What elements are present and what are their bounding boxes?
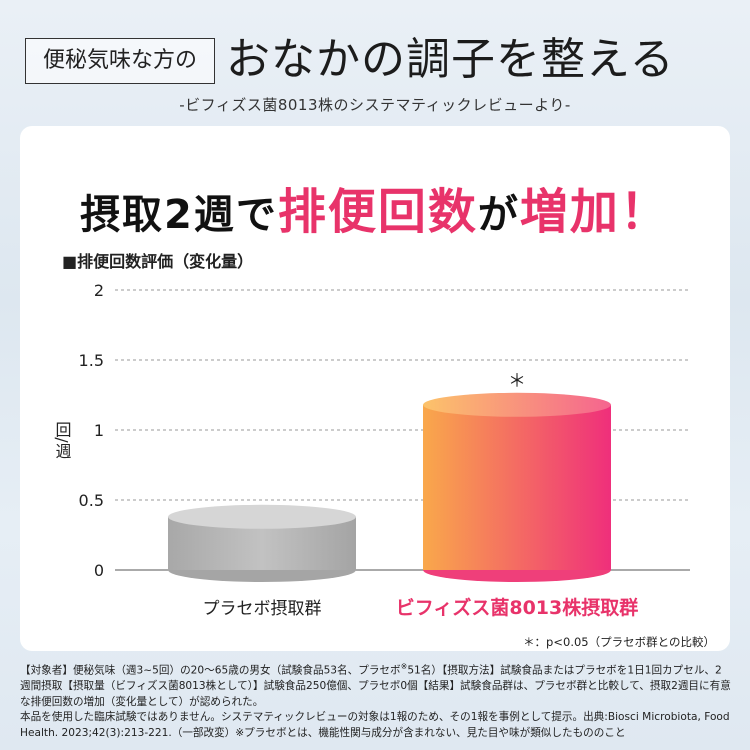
- title-part-2: 排便回数: [277, 184, 478, 240]
- y-tick-label: 1.5: [79, 351, 104, 370]
- bar-placebo: [168, 504, 356, 582]
- footnote-line-1b: 51名）【摂取方法】試験食品またはプラセボを1日1回カプセル、2週間摂取【摂取量…: [20, 664, 731, 708]
- footnote-line-1: 【対象者】便秘気味（週3~5回）の20～65歳の男女（試験食品53名、プラセボ※…: [20, 659, 732, 710]
- chart-label: ■排便回数評価（変化量）: [62, 252, 254, 271]
- significance-mark: ＊: [508, 371, 526, 392]
- y-tick-label: 0: [94, 561, 104, 580]
- y-axis-label: 回/週: [53, 421, 72, 458]
- chart-card: 摂取2週で排便回数が増加！ ■排便回数評価（変化量）: [20, 126, 730, 651]
- x-category-label: ビフィズス菌8013株摂取群: [396, 596, 639, 619]
- bar-active: [423, 392, 611, 582]
- headline: おなかの調子を整える: [226, 34, 675, 85]
- y-tick-label: 0.5: [79, 491, 104, 510]
- footnote-line-1a: 【対象者】便秘気味（週3~5回）の20～65歳の男女（試験食品53名、プラセボ: [20, 664, 401, 677]
- significance-note: ＊：p<0.05（プラセボ群との比較）: [523, 635, 715, 649]
- footnote: 【対象者】便秘気味（週3~5回）の20～65歳の男女（試験食品53名、プラセボ※…: [20, 659, 732, 741]
- main-title: 摂取2週で排便回数が増加！: [20, 172, 730, 242]
- footnote-mark: ※: [400, 662, 408, 671]
- title-part-3: が: [477, 192, 520, 238]
- target-tag: 便秘気味な方の: [25, 38, 215, 84]
- title-part-4: 増加！: [519, 184, 670, 240]
- footnote-line-2: 本品を使用した臨床試験ではありません。システマティックレビューの対象は1報のため…: [20, 711, 730, 739]
- y-tick-label: 2: [94, 281, 104, 300]
- header: 便秘気味な方の おなかの調子を整える -ビフィズス菌8013株のシステマティック…: [0, 20, 750, 120]
- x-category-label: プラセボ摂取群: [203, 599, 322, 619]
- title-part-1: 摂取2週で: [80, 192, 278, 238]
- y-tick-label: 1: [94, 421, 104, 440]
- subheadline: -ビフィズス菌8013株のシステマティックレビューより-: [179, 96, 571, 114]
